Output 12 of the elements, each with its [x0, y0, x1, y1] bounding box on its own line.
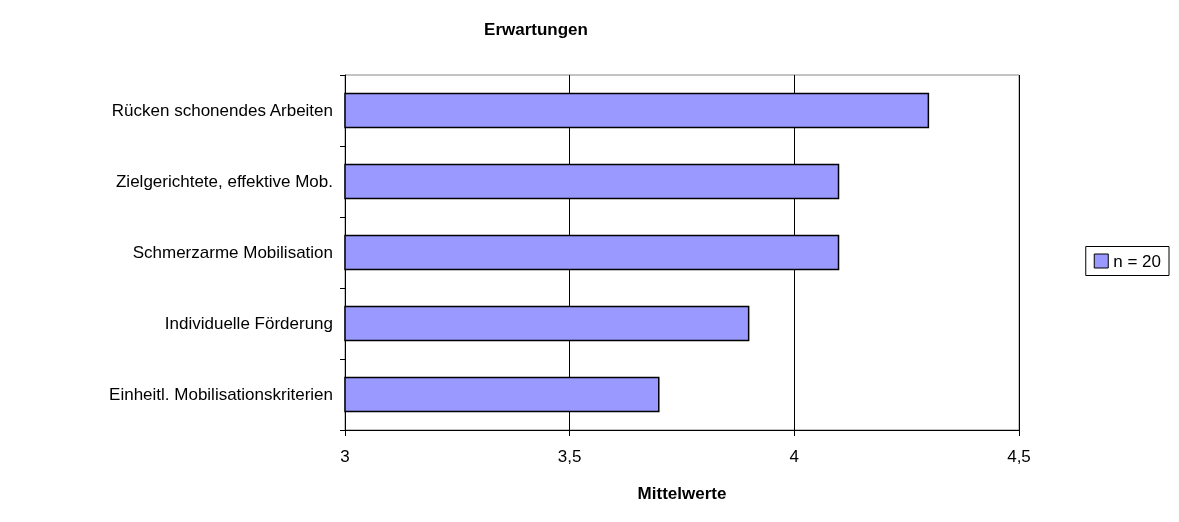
y-tick-label: Schmerzarme Mobilisation	[132, 243, 333, 262]
x-axis-title: Mittelwerte	[637, 484, 727, 503]
chart-title: Erwartungen	[484, 20, 588, 39]
y-tick-label: Individuelle Förderung	[164, 314, 333, 333]
y-tick-label: Rücken schonendes Arbeiten	[111, 101, 333, 120]
y-tick-label: Zielgerichtete, effektive Mob.	[115, 172, 333, 191]
x-tick-label: 4,5	[1007, 447, 1031, 466]
x-tick-label: 3	[340, 447, 350, 466]
x-tick-label: 3,5	[557, 447, 582, 466]
x-tick-label: 4	[789, 447, 800, 466]
y-tick-label: Einheitl. Mobilisationskriterien	[109, 385, 333, 404]
legend-label: n = 20	[1113, 251, 1162, 271]
